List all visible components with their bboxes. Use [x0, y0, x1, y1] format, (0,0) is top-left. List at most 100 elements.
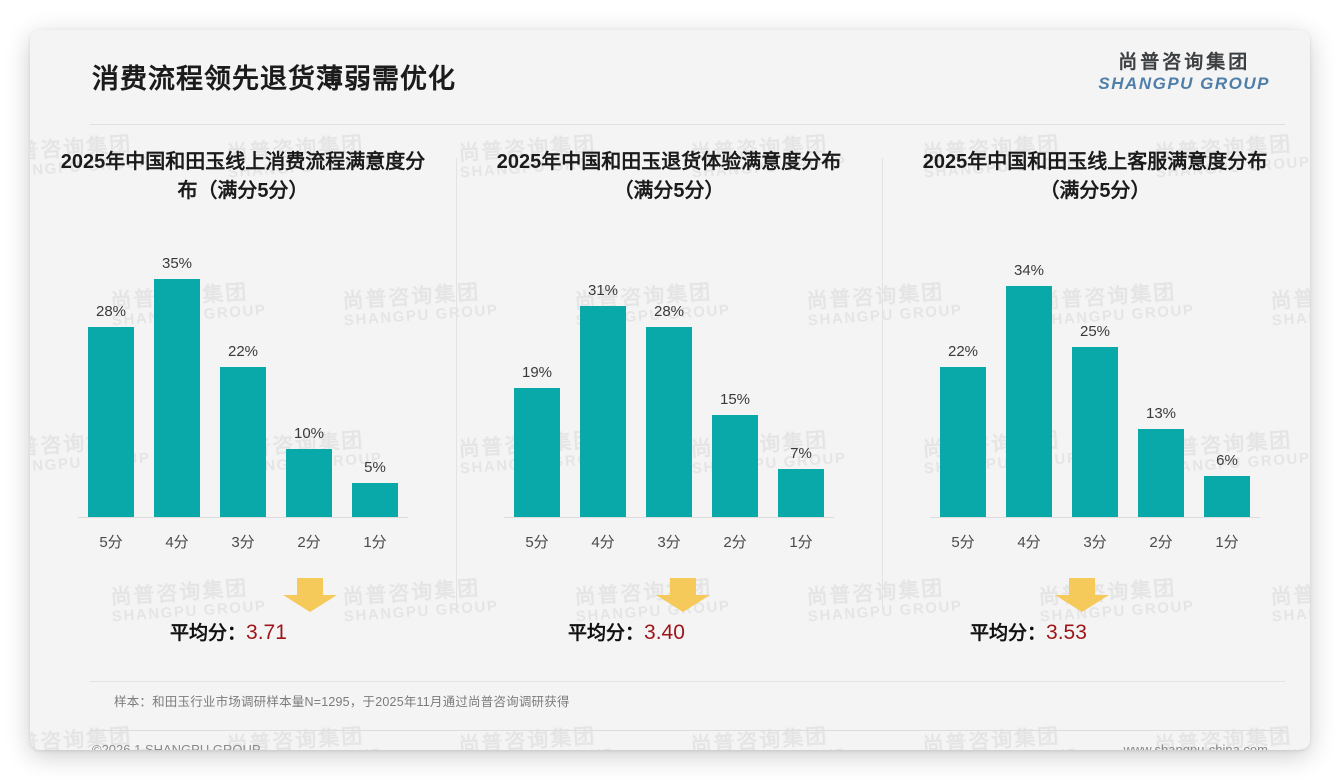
- bar-value-label: 10%: [293, 425, 325, 442]
- bar-value-label: 28%: [95, 303, 127, 320]
- x-axis-tick: 3分: [657, 534, 681, 551]
- average-block: 平均分：3.53: [892, 578, 1298, 662]
- bar-slot: 22%: [930, 246, 996, 517]
- bar[interactable]: [88, 327, 134, 517]
- bar-slot: 15%: [702, 246, 768, 517]
- x-axis-tick: 3分: [231, 534, 255, 551]
- bar-slot: 25%: [1062, 246, 1128, 517]
- average-score-label: 平均分：: [170, 623, 247, 644]
- bar-value-label: 35%: [161, 255, 193, 272]
- bar-slot: 13%: [1128, 246, 1194, 517]
- chart-panel-consumption-flow: 2025年中国和田玉线上消费流程满意度分布（满分5分） 28% 35% 22%: [30, 148, 456, 662]
- x-axis-tick: 1分: [363, 534, 387, 551]
- logo-english-text: SHANGPU GROUP: [1098, 73, 1270, 93]
- bar[interactable]: [712, 415, 758, 517]
- bar[interactable]: [580, 306, 626, 517]
- average-score-text: 平均分：3.53: [970, 618, 1087, 645]
- x-axis-tick: 2分: [1149, 534, 1173, 551]
- bar-slot: 5%: [342, 246, 408, 517]
- bar-chart-plot: 28% 35% 22% 10%: [78, 246, 408, 518]
- x-axis-tick: 4分: [591, 534, 615, 551]
- bar-value-label: 22%: [947, 343, 979, 360]
- header-divider: [90, 124, 1285, 125]
- x-axis-labels: 5分 4分 3分 2分 1分: [930, 518, 1260, 552]
- bar-value-label: 25%: [1079, 323, 1111, 340]
- bar[interactable]: [154, 279, 200, 517]
- bar-value-label: 6%: [1216, 452, 1238, 469]
- average-score-text: 平均分：3.71: [170, 618, 287, 645]
- slide-canvas: 尚普咨询集团 SHANGPU GROUP 尚普咨询集团 SHANGPU GROUP 尚普…: [30, 30, 1310, 750]
- bar[interactable]: [220, 367, 266, 517]
- bar[interactable]: [1138, 429, 1184, 517]
- bar-slot: 6%: [1194, 246, 1260, 517]
- bar[interactable]: [1006, 286, 1052, 517]
- charts-row: 2025年中国和田玉线上消费流程满意度分布（满分5分） 28% 35% 22%: [30, 148, 1310, 662]
- average-score-label: 平均分：: [970, 623, 1047, 644]
- bar-slot: 35%: [144, 246, 210, 517]
- bar-slot: 34%: [996, 246, 1062, 517]
- footer-copyright: ©2026.1 SHANGPU GROUP: [92, 742, 261, 750]
- bar[interactable]: [286, 449, 332, 517]
- bar-slot: 28%: [78, 246, 144, 517]
- x-axis-labels: 5分 4分 3分 2分 1分: [504, 518, 834, 552]
- footnote-divider: [90, 681, 1285, 682]
- brand-logo: 尚普咨询集团 SHANGPU GROUP: [1098, 52, 1270, 93]
- x-axis-tick: 2分: [297, 534, 321, 551]
- bar[interactable]: [778, 469, 824, 517]
- down-arrow-icon: [656, 578, 710, 612]
- down-arrow-icon: [283, 578, 337, 612]
- footer-website[interactable]: www.shangpu-china.com: [1123, 742, 1268, 750]
- bar[interactable]: [1072, 347, 1118, 517]
- bar-chart-plot: 19% 31% 28% 15%: [504, 246, 834, 518]
- chart-title: 2025年中国和田玉退货体验满意度分布（满分5分）: [496, 151, 842, 202]
- chart-title: 2025年中国和田玉线上消费流程满意度分布（满分5分）: [60, 151, 426, 202]
- bar-value-label: 22%: [227, 343, 259, 360]
- bar[interactable]: [514, 388, 560, 517]
- bar[interactable]: [1204, 476, 1250, 517]
- bar[interactable]: [940, 367, 986, 517]
- x-axis-labels: 5分 4分 3分 2分 1分: [78, 518, 408, 552]
- average-block: 平均分：3.40: [466, 578, 872, 662]
- bar-slot: 7%: [768, 246, 834, 517]
- chart-panel-return-experience: 2025年中国和田玉退货体验满意度分布（满分5分） 19% 31% 28%: [456, 148, 882, 662]
- average-score-value: 3.53: [1046, 621, 1087, 644]
- x-axis-tick: 3分: [1083, 534, 1107, 551]
- average-score-text: 平均分：3.40: [568, 618, 685, 645]
- bar-series: 19% 31% 28% 15%: [504, 246, 834, 518]
- average-score-value: 3.40: [644, 621, 685, 644]
- bar-slot: 10%: [276, 246, 342, 517]
- chart-panel-customer-service: 2025年中国和田玉线上客服满意度分布（满分5分） 22% 34% 25%: [882, 148, 1308, 662]
- bar-slot: 31%: [570, 246, 636, 517]
- average-score-label: 平均分：: [568, 623, 645, 644]
- x-axis-tick: 1分: [1215, 534, 1239, 551]
- bar[interactable]: [646, 327, 692, 517]
- bar-series: 22% 34% 25% 13%: [930, 246, 1260, 518]
- logo-chinese-text: 尚普咨询集团: [1118, 52, 1251, 73]
- x-axis-tick: 5分: [99, 534, 123, 551]
- bar-value-label: 7%: [790, 445, 812, 462]
- x-axis-tick: 5分: [951, 534, 975, 551]
- x-axis-tick: 5分: [525, 534, 549, 551]
- bar-value-label: 31%: [587, 282, 619, 299]
- x-axis-tick: 4分: [165, 534, 189, 551]
- bar-value-label: 19%: [521, 364, 553, 381]
- x-axis-tick: 1分: [789, 534, 813, 551]
- bar[interactable]: [352, 483, 398, 517]
- x-axis-tick: 2分: [723, 534, 747, 551]
- page-title: 消费流程领先退货薄弱需优化: [92, 64, 456, 94]
- bar-slot: 22%: [210, 246, 276, 517]
- bar-value-label: 5%: [364, 459, 386, 476]
- bar-slot: 28%: [636, 246, 702, 517]
- bar-slot: 19%: [504, 246, 570, 517]
- bar-chart-plot: 22% 34% 25% 13%: [930, 246, 1260, 518]
- bar-value-label: 15%: [719, 391, 751, 408]
- bar-value-label: 13%: [1145, 405, 1177, 422]
- footer-divider: [90, 730, 1285, 731]
- slide-header: 消费流程领先退货薄弱需优化 尚普咨询集团 SHANGPU GROUP: [30, 30, 1310, 112]
- bar-series: 28% 35% 22% 10%: [78, 246, 408, 518]
- bar-value-label: 28%: [653, 303, 685, 320]
- footnote-text: 样本：和田玉行业市场调研样本量N=1295，于2025年11月通过尚普咨询调研获…: [114, 695, 570, 709]
